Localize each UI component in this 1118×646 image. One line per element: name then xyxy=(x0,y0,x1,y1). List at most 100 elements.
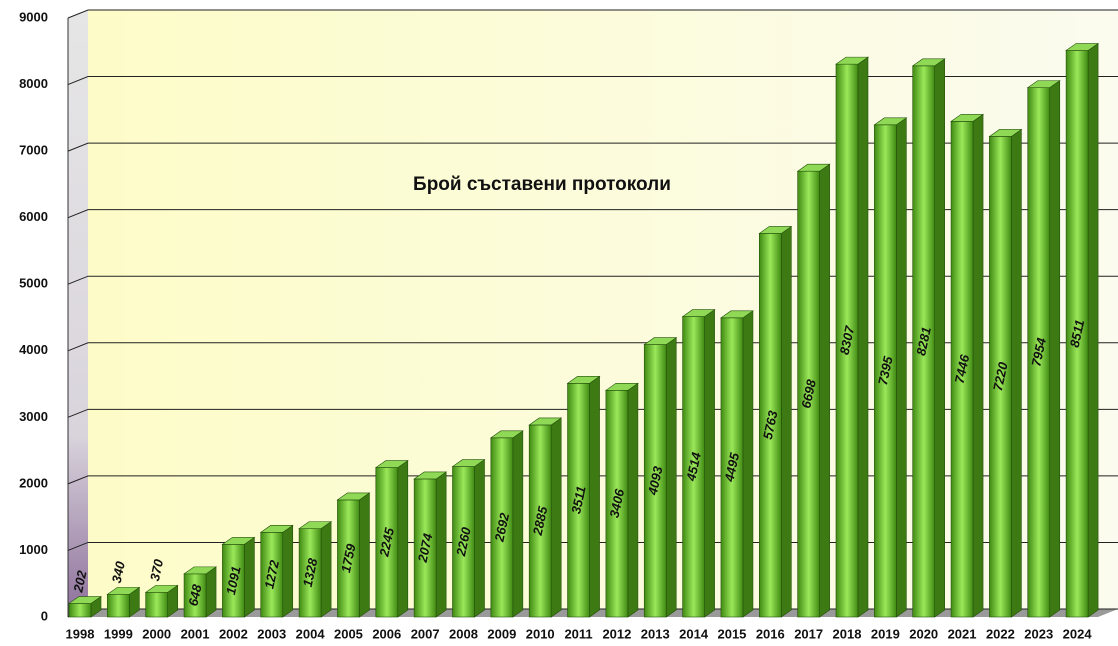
y-tick-label: 7000 xyxy=(19,143,48,158)
value-label: 1328 xyxy=(300,556,321,588)
bar-top xyxy=(106,587,141,595)
value-label: 370 xyxy=(147,557,166,582)
grid-line xyxy=(67,209,1118,219)
bar xyxy=(145,592,168,618)
value-label: 2074 xyxy=(415,531,436,564)
y-tick-label: 8000 xyxy=(19,76,48,91)
y-tick-label: 3000 xyxy=(19,409,48,424)
value-label: 4495 xyxy=(721,451,742,484)
value-label: 3406 xyxy=(607,487,628,519)
bar-top xyxy=(336,492,371,501)
x-tick-label: 2012 xyxy=(602,626,631,641)
value-label: 7220 xyxy=(990,360,1011,392)
value-label: 7954 xyxy=(1028,336,1049,368)
bar-side xyxy=(665,337,677,618)
bar-top xyxy=(796,163,831,172)
bar-side xyxy=(320,521,332,618)
bar-side xyxy=(359,492,370,618)
value-label: 2260 xyxy=(453,525,474,558)
value-label: 2692 xyxy=(491,511,512,544)
value-label: 1091 xyxy=(223,565,244,596)
value-label: 8511 xyxy=(1067,318,1087,348)
value-label: 5763 xyxy=(760,409,781,441)
x-tick-label: 2000 xyxy=(142,626,171,641)
x-tick-label: 1998 xyxy=(66,626,95,641)
value-label: 202 xyxy=(70,568,90,594)
bar-side xyxy=(704,308,715,618)
x-tick-label: 2006 xyxy=(372,626,401,641)
bar-side xyxy=(397,460,409,618)
x-tick-label: 2010 xyxy=(526,626,555,641)
chart-title: Брой съставени протоколи xyxy=(413,174,671,195)
bar-top xyxy=(221,537,256,545)
bar-side xyxy=(589,375,600,618)
bar-top xyxy=(643,337,678,345)
bar-top xyxy=(528,417,563,426)
x-tick-label: 2013 xyxy=(641,626,670,641)
x-tick-label: 2003 xyxy=(257,626,286,641)
bar-side xyxy=(934,58,946,618)
y-tick-label: 1000 xyxy=(19,542,48,557)
bar-side xyxy=(780,225,792,618)
bar-side xyxy=(857,56,869,618)
bar-top xyxy=(835,56,869,65)
value-label: 7446 xyxy=(952,353,973,385)
side-wall xyxy=(68,10,88,617)
bar-side xyxy=(742,310,754,618)
bar-side xyxy=(1011,128,1022,618)
bar-top xyxy=(681,309,716,317)
bar-side xyxy=(244,536,255,618)
value-label: 340 xyxy=(109,559,128,584)
bar-top xyxy=(413,471,448,480)
value-label: 2245 xyxy=(376,526,397,559)
x-tick-label: 2021 xyxy=(948,626,977,641)
y-tick-label: 4000 xyxy=(19,342,48,357)
bar-side xyxy=(627,382,639,618)
bar-side xyxy=(282,524,294,618)
grid-line xyxy=(67,9,1118,19)
value-label: 4514 xyxy=(683,450,704,483)
bar-side xyxy=(205,566,217,618)
x-tick-label: 2014 xyxy=(679,626,709,641)
x-tick-label: 2005 xyxy=(334,626,363,641)
x-tick-label: 2023 xyxy=(1024,626,1053,641)
bar-top xyxy=(873,117,908,126)
value-label: 8307 xyxy=(837,324,858,356)
bar-side xyxy=(972,113,984,618)
y-tick-label: 0 xyxy=(41,608,48,623)
bar-top xyxy=(68,596,102,604)
x-tick-label: 2020 xyxy=(909,626,938,641)
y-tick-label: 2000 xyxy=(19,475,48,490)
x-tick-label: 2016 xyxy=(756,626,785,641)
x-tick-label: 2024 xyxy=(1063,626,1093,641)
y-tick-label: 6000 xyxy=(19,209,48,224)
x-tick-label: 2011 xyxy=(564,626,592,641)
value-label: 1759 xyxy=(338,542,359,574)
x-tick-label: 2009 xyxy=(487,626,516,641)
value-label: 648 xyxy=(185,582,204,607)
bar-top xyxy=(1026,80,1061,88)
bar-side xyxy=(512,430,524,618)
bar-side xyxy=(1087,42,1099,618)
value-label: 4093 xyxy=(645,464,666,497)
bar-side xyxy=(896,117,907,618)
value-label: 6698 xyxy=(798,377,819,409)
bar-top xyxy=(144,585,179,593)
x-tick-label: 2002 xyxy=(219,626,248,641)
bar xyxy=(68,603,92,618)
bar-top xyxy=(988,129,1023,137)
x-tick-label: 1999 xyxy=(104,626,133,641)
x-tick-label: 2015 xyxy=(717,626,746,641)
value-label: 3511 xyxy=(568,485,588,515)
y-tick-label: 9000 xyxy=(19,9,48,24)
value-label: 8281 xyxy=(913,326,934,357)
x-tick-label: 2008 xyxy=(449,626,478,641)
x-tick-label: 2018 xyxy=(833,626,862,641)
bar-top xyxy=(950,114,985,122)
bar-top xyxy=(374,460,409,468)
value-label: 2885 xyxy=(530,504,551,537)
x-tick-label: 2004 xyxy=(296,626,326,641)
bar-top xyxy=(719,310,754,319)
bar-top xyxy=(911,58,946,67)
